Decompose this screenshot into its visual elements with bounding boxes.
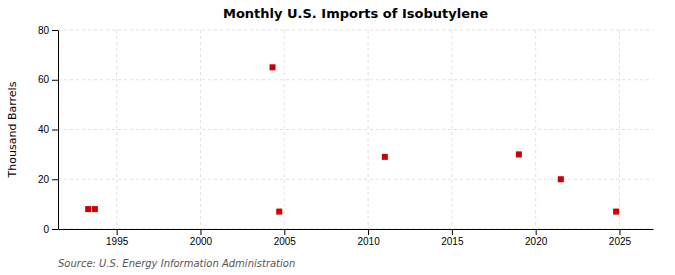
x-tick-label: 2000 [190, 236, 213, 247]
grid-line-x [619, 30, 620, 229]
point [516, 151, 522, 157]
point [92, 206, 98, 212]
x-tick-label: 2020 [525, 236, 548, 247]
y-axis-label: Thousand Barrels [6, 81, 19, 178]
point [382, 154, 388, 160]
source: Source: U.S. Energy Information Administ… [58, 258, 295, 269]
chart: 1995 2000 2005 2010 2015 2020 2025 0 20 40 60 80 Mon… [0, 0, 675, 275]
grid-line-y [58, 79, 653, 80]
grid-line-x [200, 30, 201, 229]
y-tick-mark [52, 80, 58, 81]
y-tick-label: 80 [38, 25, 50, 36]
grid-line-x [116, 30, 117, 229]
point [276, 209, 282, 215]
grid-line-y [58, 229, 653, 230]
y-tick-mark [52, 229, 58, 230]
x-tick: 2000 [190, 229, 213, 247]
x-tick-label: 2025 [609, 236, 632, 247]
grid-line-x [451, 30, 452, 229]
y-axis-line [58, 31, 59, 230]
x-tick: 2020 [525, 229, 548, 247]
x-tick-mark [200, 229, 201, 235]
x-tick-label: 2015 [441, 236, 464, 247]
y-tick: 60 [38, 74, 58, 85]
x-tick-mark [536, 229, 537, 235]
y-tick-label: 0 [43, 224, 49, 235]
y-tick-label: 20 [38, 174, 50, 185]
y-tick: 80 [38, 25, 58, 36]
x-tick: 2025 [609, 229, 632, 247]
x-tick: 2015 [441, 229, 464, 247]
x-axis-line [59, 229, 654, 230]
x-tick-mark [452, 229, 453, 235]
y-tick-mark [52, 179, 58, 180]
x-tick-mark [284, 229, 285, 235]
y-tick: 40 [38, 124, 58, 135]
x-tick: 2010 [357, 229, 380, 247]
grid-line-y [58, 129, 653, 130]
y-tick-label: 60 [38, 74, 50, 85]
grid-line-x [284, 30, 285, 229]
point [85, 206, 91, 212]
y-axis: 0 20 40 60 80 [38, 25, 59, 235]
x-tick: 2005 [274, 229, 297, 247]
points [85, 64, 619, 214]
grid-line-x [368, 30, 369, 229]
y-tick: 0 [43, 224, 58, 235]
grid [58, 30, 653, 229]
x-tick-label: 1995 [106, 236, 129, 247]
point [270, 64, 276, 70]
x-axis: 1995 2000 2005 2010 2015 2020 2025 [59, 229, 654, 247]
y-tick-label: 40 [38, 124, 50, 135]
point [613, 209, 619, 215]
plot-area: 1995 2000 2005 2010 2015 2020 2025 0 20 40 60 80 [38, 25, 654, 247]
x-tick: 1995 [106, 229, 129, 247]
y-tick-mark [52, 130, 58, 131]
point [558, 176, 564, 182]
x-tick-label: 2010 [357, 236, 380, 247]
x-tick-mark [619, 229, 620, 235]
title: Monthly U.S. Imports of Isobutylene [223, 6, 488, 21]
y-tick-mark [52, 30, 58, 31]
y-tick: 20 [38, 174, 58, 185]
x-tick-mark [368, 229, 369, 235]
x-tick-label: 2005 [274, 236, 297, 247]
x-tick-mark [117, 229, 118, 235]
grid-line-y [58, 30, 653, 31]
grid-line-x [535, 30, 536, 229]
